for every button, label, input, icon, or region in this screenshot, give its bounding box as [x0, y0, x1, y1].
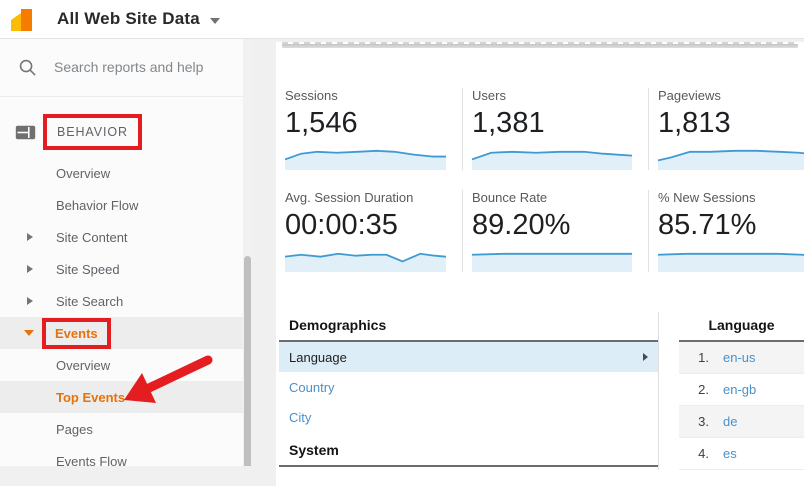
metric-users: Users 1,381	[462, 88, 648, 170]
search-icon	[19, 59, 36, 76]
sparkline	[285, 249, 446, 272]
sparkline	[285, 147, 446, 170]
dimension-row-language[interactable]: Language	[279, 342, 658, 372]
chevron-right-icon	[643, 353, 648, 361]
annotation-box-events: Events	[42, 317, 111, 349]
language-table-header: Language	[679, 312, 804, 342]
language-link[interactable]: de	[723, 414, 738, 429]
table-row: 3. de	[679, 406, 804, 438]
sidebar-item-events[interactable]: Events	[0, 317, 252, 349]
metric-value: 85.71%	[658, 209, 757, 241]
chevron-down-icon[interactable]	[209, 17, 220, 24]
sidebar-item-site-search[interactable]: Site Search	[0, 285, 252, 317]
sidebar-scrollbar-thumb[interactable]	[244, 256, 251, 466]
search-placeholder: Search reports and help	[54, 59, 204, 75]
metric-value: 89.20%	[472, 209, 571, 241]
metric-value: 1,813	[658, 107, 731, 139]
behavior-section-icon	[15, 125, 36, 139]
metrics-row-2: Avg. Session Duration 00:00:35 Bounce Ra…	[276, 190, 804, 272]
sidebar-nav: BEHAVIOR Overview Behavior Flow Site Con…	[0, 97, 252, 466]
sidebar-item-site-content[interactable]: Site Content	[0, 221, 252, 253]
sparkline	[658, 249, 804, 272]
sidebar-item-overview[interactable]: Overview	[56, 165, 111, 181]
google-analytics-logo-icon[interactable]	[9, 6, 35, 32]
main-content: Sessions 1,546 Users 1,381 Pageviews 1,8…	[252, 38, 804, 486]
sidebar-item-events-flow[interactable]: Events Flow	[56, 453, 127, 467]
demographics-header: Demographics	[279, 312, 658, 342]
sidebar-item-top-events[interactable]: Top Events	[0, 381, 252, 413]
annotation-box-behavior: BEHAVIOR	[43, 114, 142, 150]
sparkline	[472, 249, 632, 272]
sparkline	[472, 147, 632, 170]
overview-report-card: Sessions 1,546 Users 1,381 Pageviews 1,8…	[276, 42, 804, 486]
metric-avg-session-duration: Avg. Session Duration 00:00:35	[276, 190, 462, 272]
metrics-row-1: Sessions 1,546 Users 1,381 Pageviews 1,8…	[276, 88, 804, 170]
language-table: Language 1. en-us 2. en-gb 3. de 4. es	[679, 312, 804, 470]
table-row: 1. en-us	[679, 342, 804, 374]
expand-right-icon[interactable]	[27, 233, 33, 241]
dimension-row-country[interactable]: Country	[289, 379, 335, 395]
sparkline	[658, 147, 804, 170]
table-row: 4. es	[679, 438, 804, 470]
sidebar: Search reports and help BEHAVIOR Overvie…	[0, 38, 252, 466]
sidebar-scrollbar-track	[243, 38, 252, 466]
app-top-bar: All Web Site Data	[0, 0, 804, 39]
demographics-section: Demographics Language Country City Syste…	[276, 312, 804, 470]
sidebar-section-behavior[interactable]: BEHAVIOR	[0, 112, 252, 152]
dimension-row-city[interactable]: City	[289, 409, 312, 425]
sidebar-section-label: BEHAVIOR	[57, 125, 128, 139]
search-input[interactable]: Search reports and help	[0, 38, 252, 97]
system-header: System	[279, 437, 658, 467]
sidebar-item-pages[interactable]: Pages	[56, 421, 93, 437]
language-link[interactable]: es	[723, 446, 737, 461]
metric-value: 1,546	[285, 107, 358, 139]
metric-value: 00:00:35	[285, 209, 398, 241]
metric-value: 1,381	[472, 107, 545, 139]
expand-right-icon[interactable]	[27, 297, 33, 305]
scrolled-chart-axis-strip	[282, 42, 798, 48]
metric-pageviews: Pageviews 1,813	[648, 88, 804, 170]
collapse-down-icon[interactable]	[24, 330, 34, 336]
metric-bounce-rate: Bounce Rate 89.20%	[462, 190, 648, 272]
metric-new-sessions: % New Sessions 85.71%	[648, 190, 804, 272]
table-row: 2. en-gb	[679, 374, 804, 406]
sidebar-item-behavior-flow[interactable]: Behavior Flow	[56, 197, 139, 213]
expand-right-icon[interactable]	[27, 265, 33, 273]
sidebar-item-events-overview[interactable]: Overview	[56, 357, 111, 373]
sidebar-item-site-speed[interactable]: Site Speed	[0, 253, 252, 285]
dimension-picker: Demographics Language Country City Syste…	[279, 312, 659, 470]
property-selector-title[interactable]: All Web Site Data	[57, 9, 200, 28]
language-link[interactable]: en-us	[723, 350, 756, 365]
language-link[interactable]: en-gb	[723, 382, 757, 397]
metric-sessions: Sessions 1,546	[276, 88, 462, 170]
